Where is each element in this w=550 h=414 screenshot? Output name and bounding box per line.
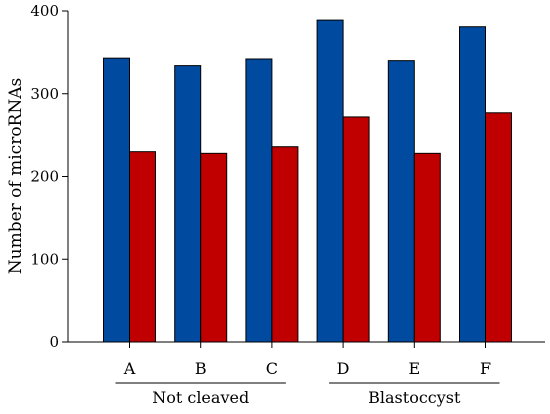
bar-e-series-1	[387, 60, 415, 343]
bar-b-series-2	[200, 152, 228, 343]
y-tick-label-300: 300	[30, 85, 59, 103]
x-tick-label-a: A	[123, 359, 136, 378]
bar-b-series-1	[174, 65, 202, 343]
y-tick-label-100: 100	[30, 250, 59, 268]
x-tick-label-f: F	[480, 359, 491, 378]
x-tick-label-d: D	[337, 359, 350, 378]
bar-f-series-1	[459, 26, 486, 343]
bar-e-series-2	[413, 152, 441, 343]
group-labels-layer: Not cleaved Blastoccyst	[115, 382, 500, 407]
bar-d-series-2	[342, 116, 370, 343]
y-tick-label-0: 0	[49, 333, 59, 351]
x-tick-label-e: E	[408, 359, 420, 378]
y-tick-label-200: 200	[30, 168, 59, 186]
y-ticks-layer: 0 100 200 300 400	[30, 2, 68, 351]
bar-f-series-2	[485, 112, 512, 343]
group-label-2: Blastoccyst	[368, 388, 461, 407]
group-label-1: Not cleaved	[152, 388, 249, 407]
x-tick-label-b: B	[195, 359, 207, 378]
bar-a-series-2	[129, 151, 156, 343]
y-axis-title: Number of microRNAs	[6, 78, 26, 274]
bar-c-series-1	[245, 58, 273, 343]
bar-d-series-1	[316, 19, 344, 343]
x-labels-layer: A B C D E F	[123, 342, 491, 378]
x-tick-label-c: C	[266, 359, 278, 378]
bar-a-series-1	[103, 57, 130, 343]
bar-c-series-2	[271, 146, 299, 343]
bars-layer	[103, 19, 512, 343]
y-tick-label-400: 400	[30, 2, 59, 20]
